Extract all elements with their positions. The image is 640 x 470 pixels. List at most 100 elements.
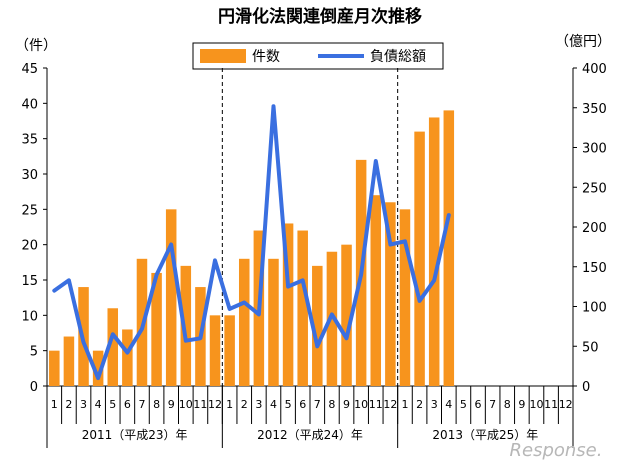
x-tick-label: 7 [489, 398, 496, 411]
line-series-debt [52, 104, 451, 381]
x-tick-label: 6 [124, 398, 131, 411]
x-tick-label: 3 [431, 398, 438, 411]
year-label: 2012（平成24）年 [257, 428, 363, 442]
left-tick-label: 15 [21, 274, 38, 289]
line-point [447, 213, 451, 217]
left-tick-label: 45 [21, 62, 38, 77]
left-tick-label: 30 [21, 168, 38, 183]
right-tick-label: 300 [582, 142, 607, 157]
left-tick-label: 5 [30, 345, 38, 360]
line-point [374, 159, 378, 163]
bar [63, 336, 75, 386]
left-axis-unit: （件） [15, 38, 57, 54]
x-tick-label: 7 [138, 398, 145, 411]
left-tick-label: 25 [21, 203, 38, 218]
watermark: Response. [510, 440, 603, 461]
bar [122, 329, 133, 386]
line-point [198, 336, 202, 340]
bar [385, 202, 396, 386]
x-tick-label: 5 [109, 398, 116, 411]
right-tick-label: 250 [582, 181, 607, 196]
x-tick-label: 8 [153, 398, 160, 411]
x-tick-label: 10 [179, 398, 193, 411]
x-tick-label: 11 [369, 398, 383, 411]
line-point [345, 336, 349, 340]
bar [282, 223, 294, 386]
year-label: 2011（平成23）年 [82, 428, 188, 442]
line-point [388, 242, 392, 246]
x-tick-label: 10 [529, 398, 543, 411]
x-tick-label: 5 [285, 398, 292, 411]
bar [224, 315, 235, 386]
bar [370, 195, 382, 386]
line-point [140, 327, 144, 331]
line-point [52, 289, 56, 293]
x-tick-label: 4 [95, 398, 102, 411]
right-axis-unit: （億円） [555, 34, 611, 50]
x-tick-label: 3 [255, 398, 262, 411]
right-tick-label: 400 [582, 62, 607, 77]
x-tick-label: 12 [559, 398, 573, 411]
x-tick-label: 2 [416, 398, 423, 411]
x-tick-label: 7 [314, 398, 321, 411]
left-tick-label: 0 [30, 380, 38, 395]
left-tick-label: 35 [21, 133, 38, 148]
x-tick-label: 2 [65, 398, 72, 411]
line-point [315, 344, 319, 348]
x-tick-label: 9 [518, 398, 525, 411]
line-point [359, 273, 363, 277]
x-tick-label: 1 [401, 398, 408, 411]
bar [180, 265, 192, 386]
x-tick-label: 2 [241, 398, 248, 411]
year-label: 2013（平成25）年 [432, 428, 538, 442]
line-point [403, 239, 407, 243]
legend-label-count: 件数 [252, 49, 280, 65]
line-point [257, 312, 261, 316]
x-tick-label: 5 [460, 398, 467, 411]
right-tick-label: 100 [582, 301, 607, 316]
left-tick-label: 40 [21, 97, 38, 112]
bar [49, 350, 60, 386]
x-tick-label: 3 [80, 398, 87, 411]
left-tick-label: 20 [21, 239, 38, 254]
line-point [271, 104, 275, 108]
bar [341, 244, 352, 386]
bar [268, 258, 279, 386]
x-tick-label: 1 [51, 398, 58, 411]
right-tick-label: 350 [582, 102, 607, 117]
line-point [82, 340, 86, 344]
x-tick-label: 8 [328, 398, 335, 411]
x-tick-label: 6 [475, 398, 482, 411]
x-tick-label: 12 [208, 398, 222, 411]
line-point [330, 312, 334, 316]
line-point [213, 258, 217, 262]
x-tick-label: 11 [193, 398, 207, 411]
right-tick-label: 50 [582, 340, 599, 355]
line-point [242, 301, 246, 305]
x-tick-label: 4 [445, 398, 452, 411]
x-tick-label: 9 [343, 398, 350, 411]
chart-title: 円滑化法関連倒産月次推移 [218, 6, 422, 27]
right-tick-label: 200 [582, 221, 607, 236]
bar [414, 131, 425, 386]
line-point [301, 278, 305, 282]
bar [107, 308, 119, 386]
right-tick-label: 0 [582, 380, 590, 395]
line-point [96, 376, 100, 380]
bar [312, 265, 323, 386]
x-tick-label: 10 [354, 398, 368, 411]
x-tick-label: 12 [383, 398, 397, 411]
line-point [184, 339, 188, 343]
line-point [418, 299, 422, 303]
bar [165, 209, 177, 386]
line-point [155, 273, 159, 277]
bar [238, 258, 250, 386]
x-tick-label: 4 [270, 398, 277, 411]
legend: 件数 負債総額 [192, 42, 444, 70]
x-tick-label: 8 [504, 398, 511, 411]
left-tick-label: 10 [21, 309, 38, 324]
bar [151, 272, 162, 386]
legend-swatch-count [200, 49, 246, 63]
bar [428, 117, 440, 386]
